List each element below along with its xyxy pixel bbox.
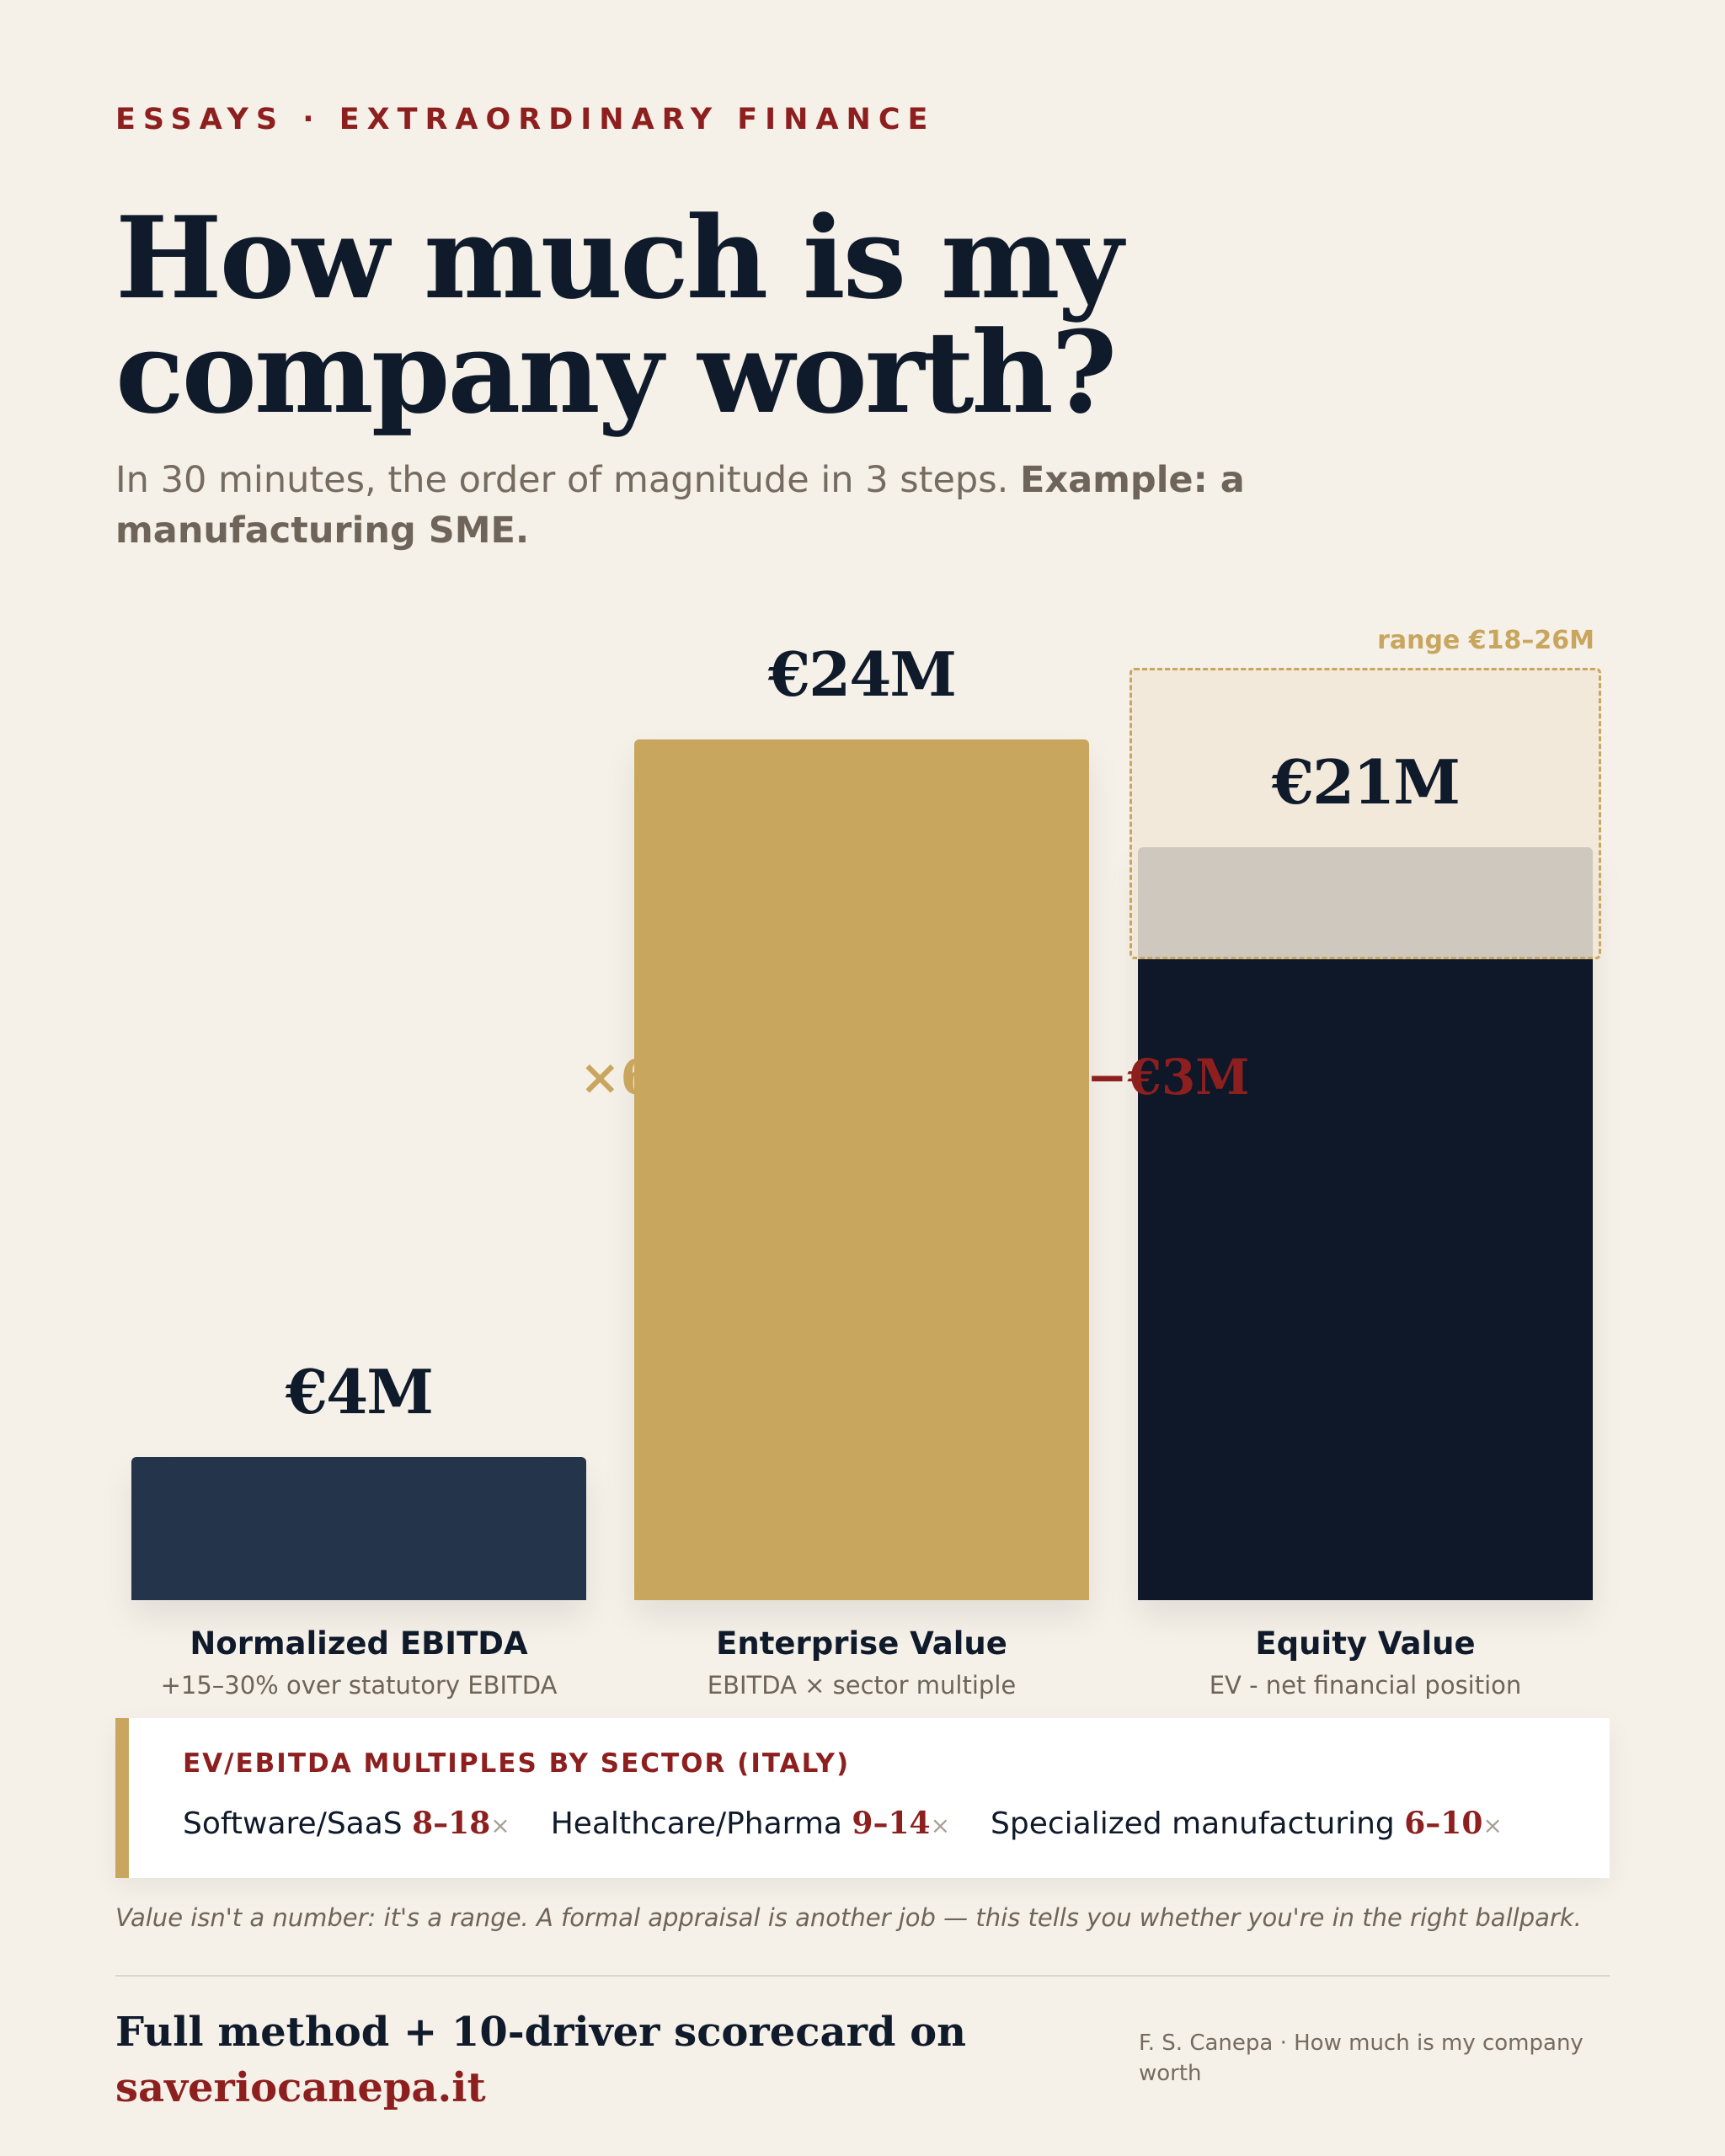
times-icon: × xyxy=(1482,1812,1503,1839)
category-note-3: EV - net financial position xyxy=(1209,1671,1522,1700)
sector-multiple: 6–10 xyxy=(1404,1806,1483,1841)
range-box xyxy=(1130,667,1601,960)
times-icon: × xyxy=(930,1812,951,1839)
sector-multiple: 8–18 xyxy=(412,1806,491,1841)
net-debt-label: −€3M xyxy=(1087,1049,1250,1106)
sector-multiples-panel: EV/EBITDA MULTIPLES BY SECTOR (ITALY) So… xyxy=(115,1718,1610,1878)
multiple-item-3: Specialized manufacturing 6–10× xyxy=(991,1806,1503,1841)
sector-multiple: 9–14 xyxy=(852,1806,931,1841)
kicker: ESSAYS · EXTRAORDINARY FINANCE xyxy=(115,103,936,136)
category-label-3: Equity Value xyxy=(1255,1625,1476,1662)
category-note-1: +15–30% over statutory EBITDA xyxy=(160,1671,558,1700)
multiples-list: Software/SaaS 8–18× Healthcare/Pharma 9–1… xyxy=(183,1806,1543,1841)
subtitle-lead: In 30 minutes, the order of magnitude in… xyxy=(115,459,1009,501)
sector-name: Software/SaaS xyxy=(183,1806,413,1841)
bar-2 xyxy=(634,739,1089,1600)
page-title: How much is my company worth? xyxy=(115,191,1124,439)
bar-3 xyxy=(1138,846,1593,1600)
footnote: Value isn't a number: it's a range. A fo… xyxy=(115,1903,1582,1932)
value-label-2: €24M xyxy=(768,638,957,710)
subtitle: In 30 minutes, the order of magnitude in… xyxy=(115,455,1295,556)
multiple-item-2: Healthcare/Pharma 9–14× xyxy=(551,1806,950,1841)
range-label: range €18–26M xyxy=(1377,625,1594,655)
value-label-3: €21M xyxy=(1272,745,1461,818)
subtitle-example: Example: a manufacturing SME. xyxy=(115,459,1245,552)
multiples-title: EV/EBITDA MULTIPLES BY SECTOR (ITALY) xyxy=(183,1748,851,1779)
sector-name: Healthcare/Pharma xyxy=(550,1806,852,1841)
times-icon: × xyxy=(490,1812,510,1839)
multiplier-label: ×6 xyxy=(579,1049,654,1106)
category-note-2: EBITDA × sector multiple xyxy=(707,1671,1017,1700)
credit: F. S. Canepa · How much is my company wo… xyxy=(1139,2031,1583,2086)
divider xyxy=(115,1975,1610,1977)
cta-text: Full method + 10-driver scorecard on xyxy=(115,2009,967,2056)
cta: Full method + 10-driver scorecard on sav… xyxy=(115,2004,1126,2116)
bar-1 xyxy=(131,1456,586,1600)
category-label-2: Enterprise Value xyxy=(716,1625,1007,1662)
cta-link[interactable]: saveriocanepa.it xyxy=(115,2064,486,2111)
value-label-1: €4M xyxy=(286,1355,434,1428)
multiple-item-1: Software/SaaS 8–18× xyxy=(183,1806,510,1841)
category-label-1: Normalized EBITDA xyxy=(190,1625,528,1662)
sector-name: Specialized manufacturing xyxy=(991,1806,1405,1841)
